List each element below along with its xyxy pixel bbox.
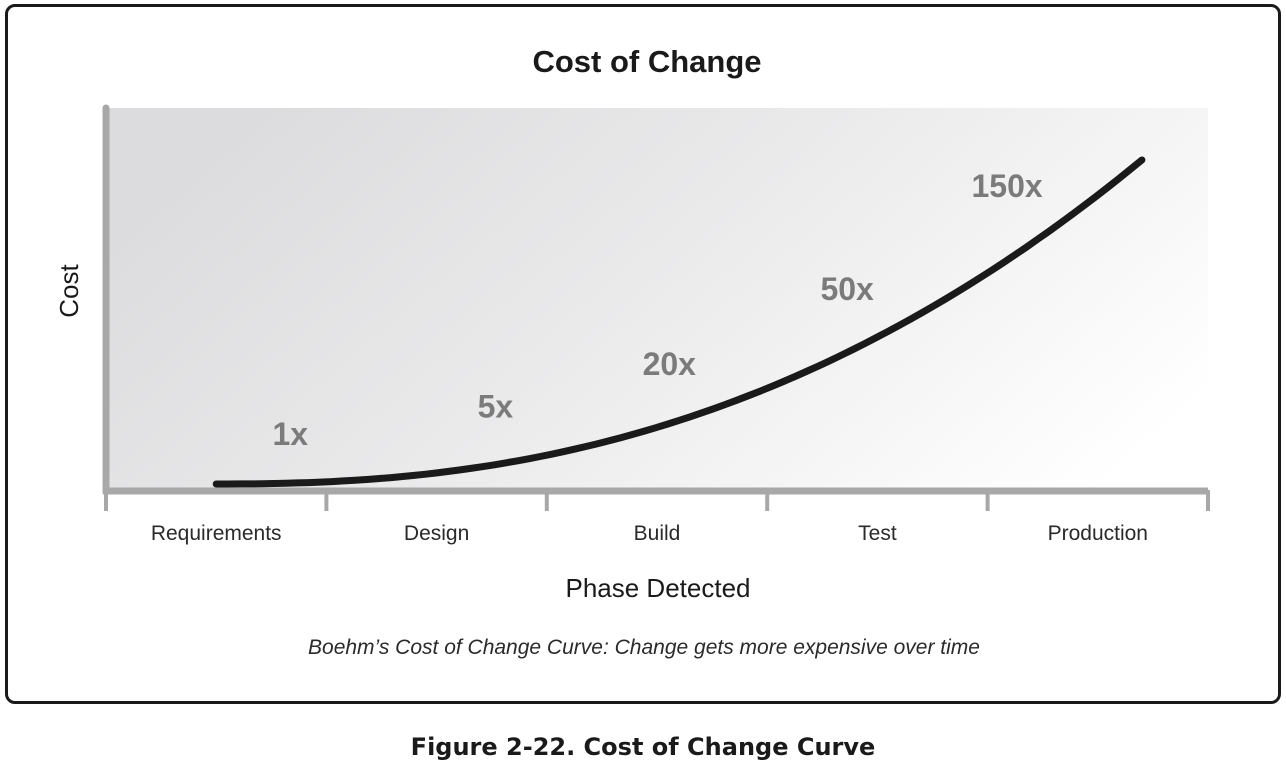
- x-tick-labels: Requirements Design Build Test Production: [151, 522, 1148, 545]
- figure-caption: Figure 2-22. Cost of Change Curve: [410, 733, 876, 761]
- data-labels: 1x 5x 20x 50x 150x: [272, 168, 1042, 452]
- chart-caption: Boehm’s Cost of Change Curve: Change get…: [308, 636, 980, 659]
- plot-background: [106, 108, 1208, 491]
- data-label: 5x: [478, 389, 514, 425]
- y-axis-label: Cost: [54, 263, 84, 317]
- x-tick-label: Requirements: [151, 522, 282, 545]
- data-label: 20x: [643, 346, 697, 382]
- data-label: 50x: [820, 271, 874, 307]
- x-tick-label: Production: [1048, 522, 1148, 545]
- series-line: [212, 156, 1146, 488]
- x-tick-label: Build: [634, 522, 681, 545]
- x-tick-label: Design: [404, 522, 469, 545]
- chart-title: Cost of Change: [532, 44, 761, 79]
- x-tick-label: Test: [858, 522, 897, 545]
- data-label: 150x: [971, 168, 1042, 204]
- x-tick-marks: [104, 490, 1210, 511]
- data-label: 1x: [272, 416, 308, 452]
- x-axis-label: Phase Detected: [565, 573, 750, 603]
